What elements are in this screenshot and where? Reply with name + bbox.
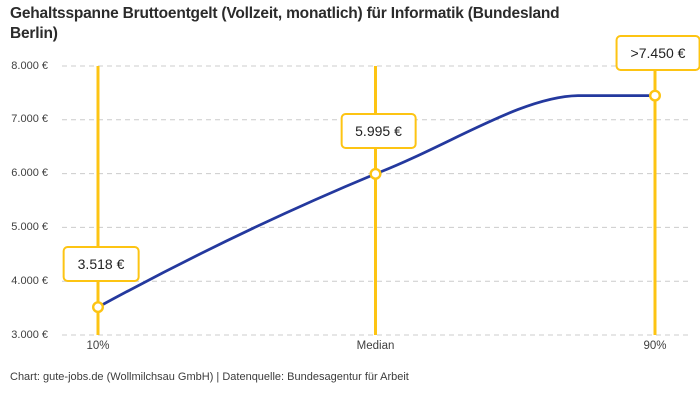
y-tick-label: 6.000 € — [11, 167, 48, 180]
chart-attribution: Chart: gute-jobs.de (Wollmilchsau GmbH) … — [10, 371, 409, 383]
value-label: 3.518 € — [62, 246, 140, 283]
value-label: >7.450 € — [615, 34, 700, 71]
x-tick-label: 10% — [86, 340, 110, 352]
y-tick-label: 3.000 € — [11, 328, 48, 341]
value-label: 5.995 € — [340, 112, 417, 149]
x-tick-label: Median — [356, 340, 395, 352]
y-tick-label: 4.000 € — [11, 274, 48, 287]
quantile-marker — [91, 301, 104, 314]
y-tick-label: 7.000 € — [11, 113, 48, 126]
quantile-marker — [649, 89, 662, 102]
quantile-marker — [369, 167, 382, 180]
y-tick-label: 8.000 € — [11, 59, 48, 72]
chart-title: Gehaltsspanne Bruttoentgelt (Vollzeit, m… — [10, 5, 560, 42]
y-tick-label: 5.000 € — [11, 220, 48, 233]
x-tick-label: 90% — [643, 340, 667, 352]
